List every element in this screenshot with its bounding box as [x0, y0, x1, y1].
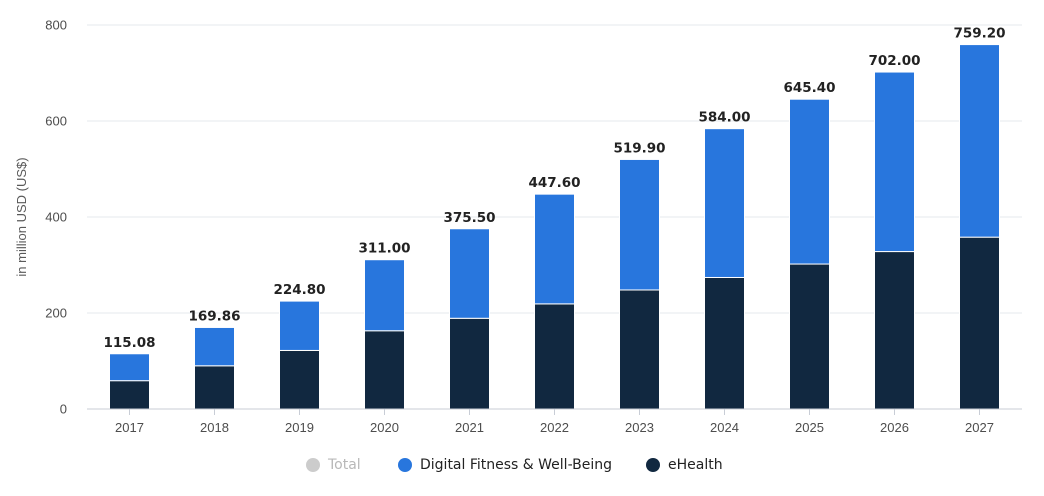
bar-ehealth[interactable] [279, 349, 320, 410]
y-tick-label: 200 [45, 306, 67, 321]
x-tick-label: 2024 [710, 420, 739, 435]
bar-digital-fitness[interactable] [789, 98, 830, 265]
bar-digital-fitness[interactable] [704, 128, 745, 278]
x-tick-label: 2023 [625, 420, 654, 435]
x-tick-label: 2018 [200, 420, 229, 435]
y-tick-label: 600 [45, 114, 67, 129]
bar-ehealth[interactable] [959, 236, 1000, 410]
bar-ehealth[interactable] [874, 251, 915, 410]
bar-ehealth[interactable] [364, 330, 405, 410]
total-data-label: 584.00 [698, 110, 750, 126]
bar-ehealth[interactable] [109, 380, 150, 410]
bar-ehealth[interactable] [534, 303, 575, 410]
legend-dot-ehealth [646, 458, 660, 472]
x-tick-label: 2021 [455, 420, 484, 435]
legend-label-total: Total [328, 457, 361, 473]
x-axis-ticks: 2017 2018 2019 2020 2021 2022 2023 2024 2025 2026… [115, 409, 994, 435]
legend-label-ehealth: eHealth [668, 457, 723, 473]
legend-dot-total [306, 458, 320, 472]
total-data-label: 115.08 [103, 335, 155, 351]
bar-digital-fitness[interactable] [959, 44, 1000, 238]
x-tick-label: 2019 [285, 420, 314, 435]
y-axis-ticks: 0 200 400 600 800 [45, 18, 67, 417]
bar-digital-fitness[interactable] [364, 259, 405, 332]
bar-digital-fitness[interactable] [109, 353, 150, 382]
legend-dot-digital-fitness [398, 458, 412, 472]
bar-digital-fitness[interactable] [449, 228, 490, 319]
total-data-label: 702.00 [868, 53, 920, 69]
legend-item-digital-fitness[interactable]: Digital Fitness & Well-Being [398, 457, 612, 473]
total-data-label: 519.90 [613, 140, 665, 156]
bar-ehealth[interactable] [619, 289, 660, 410]
legend: Total Digital Fitness & Well-Being eHeal… [0, 457, 1044, 477]
legend-item-ehealth[interactable]: eHealth [646, 457, 723, 473]
bar-ehealth[interactable] [789, 263, 830, 410]
legend-item-total[interactable]: Total [306, 457, 361, 473]
total-data-label: 759.20 [953, 26, 1005, 42]
bar-digital-fitness[interactable] [619, 158, 660, 291]
x-tick-label: 2022 [540, 420, 569, 435]
x-tick-label: 2026 [880, 420, 909, 435]
total-data-label: 447.60 [528, 175, 580, 191]
total-labels: 115.08 169.86 224.80 311.00 375.50 447.60 519.… [103, 26, 1005, 351]
bar-digital-fitness[interactable] [194, 326, 235, 367]
bars-group [109, 44, 1000, 410]
y-tick-label: 0 [60, 402, 67, 417]
bar-ehealth[interactable] [449, 317, 490, 410]
chart-svg: 0 200 400 600 800 in million USD (US$) 115.0… [14, 18, 1022, 435]
x-tick-label: 2025 [795, 420, 824, 435]
legend-label-digital-fitness: Digital Fitness & Well-Being [420, 457, 612, 473]
bar-ehealth[interactable] [704, 276, 745, 410]
y-tick-label: 400 [45, 210, 67, 225]
x-tick-label: 2027 [965, 420, 994, 435]
total-data-label: 645.40 [783, 80, 835, 96]
x-tick-label: 2017 [115, 420, 144, 435]
total-data-label: 311.00 [358, 241, 410, 257]
bar-ehealth[interactable] [194, 365, 235, 410]
total-data-label: 375.50 [443, 210, 495, 226]
bar-digital-fitness[interactable] [874, 71, 915, 253]
bar-digital-fitness[interactable] [534, 193, 575, 305]
y-tick-label: 800 [45, 18, 67, 33]
total-data-label: 169.86 [188, 308, 240, 324]
total-data-label: 224.80 [273, 282, 325, 298]
y-axis-label: in million USD (US$) [14, 157, 29, 276]
bar-digital-fitness[interactable] [279, 300, 320, 351]
x-tick-label: 2020 [370, 420, 399, 435]
